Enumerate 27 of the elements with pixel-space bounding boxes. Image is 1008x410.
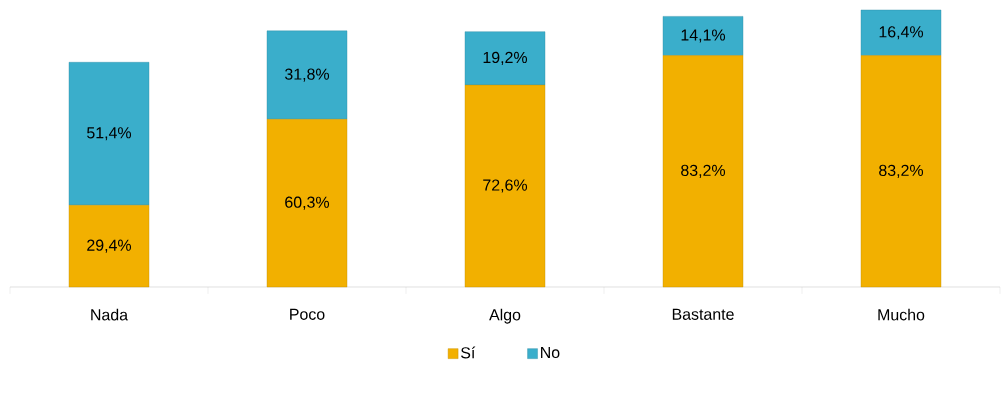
bar (464, 31, 546, 86)
x-tick-label: Nada (91, 308, 129, 321)
x-tick-label: Algo (489, 308, 521, 324)
x-tick-label: Bastante (672, 308, 734, 320)
bar (266, 119, 348, 288)
data-label: 60,3% (285, 196, 330, 210)
x-tick-label: Poco (290, 308, 325, 320)
legend-label: Sí (461, 346, 476, 359)
bar (662, 55, 744, 288)
data-label: 19,2% (483, 51, 528, 65)
bar (464, 84, 546, 288)
data-label: 83,2% (681, 164, 726, 178)
data-label: 14,1% (681, 29, 726, 43)
legend-label: No (541, 346, 560, 359)
bar (860, 55, 942, 288)
bar (266, 30, 348, 120)
data-label: 83,2% (879, 164, 924, 178)
data-label: 29,4% (87, 239, 132, 253)
bar (68, 205, 150, 288)
bar (860, 9, 942, 56)
data-label: 51,4% (87, 127, 132, 141)
data-label: 16,4% (879, 26, 924, 40)
data-label: 31,8% (285, 68, 330, 82)
x-tick-label: Mucho (878, 308, 925, 321)
bar (68, 62, 150, 206)
data-label: 72,6% (483, 179, 528, 193)
bar (662, 16, 744, 56)
